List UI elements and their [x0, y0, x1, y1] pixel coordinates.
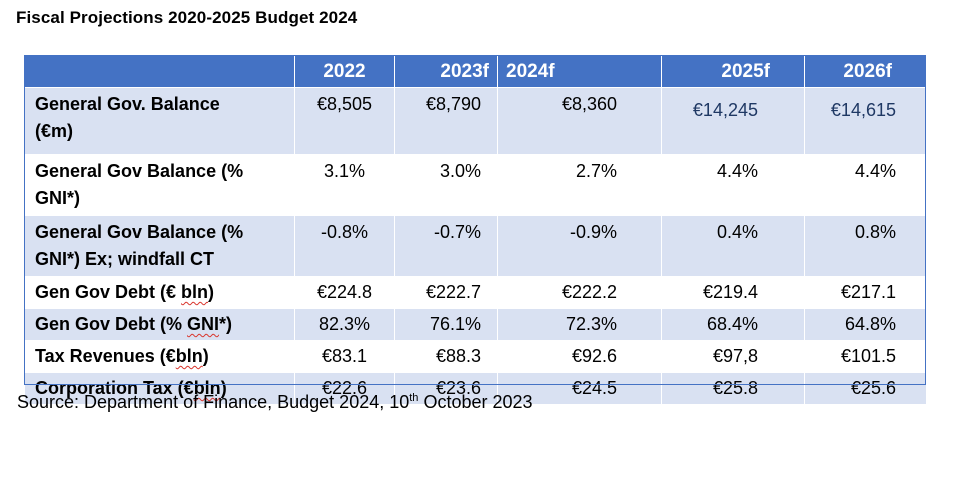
header-cell-2024f: 2024f	[497, 55, 662, 88]
table-row: Tax Revenues (€bln) €83.1 €88.3 €92.6 €9…	[24, 340, 927, 373]
spellcheck-squiggle: bln	[175, 346, 203, 366]
table-row: Gen Gov Debt (€ bln) €224.8 €222.7 €222.…	[24, 276, 927, 309]
table-cell: €24.5	[497, 372, 662, 405]
table-cell: €8,360	[497, 87, 662, 155]
table-cell: 72.3%	[497, 308, 662, 341]
table-row: Gen Gov Debt (% GNI*) 82.3% 76.1% 72.3% …	[24, 308, 927, 341]
table-cell: €8,790	[394, 87, 498, 155]
table-cell: €92.6	[497, 340, 662, 373]
table-cell: €14,615	[804, 87, 927, 155]
header-cell-2025f: 2025f	[661, 55, 805, 88]
table-row: Corporation Tax (€bln) €22.6 €23.6 €24.5…	[24, 372, 927, 405]
table-cell: -0.7%	[394, 215, 498, 277]
spellcheck-squiggle: GNI	[187, 314, 220, 334]
row-label-line: General Gov. Balance	[35, 94, 220, 114]
row-label-text: Gen Gov Debt (%	[35, 314, 188, 334]
table-cell: €97,8	[661, 340, 805, 373]
row-label-line: GNI*)	[35, 188, 80, 208]
table-row: General Gov. Balance (€m) €8,505 €8,790 …	[24, 87, 927, 155]
table-cell: €23.6	[394, 372, 498, 405]
table-cell: €83.1	[294, 340, 395, 373]
header-cell-label	[24, 55, 295, 88]
row-label: General Gov Balance (% GNI*)	[24, 154, 295, 216]
row-label-line: General Gov Balance (%	[35, 222, 244, 242]
table-title: Fiscal Projections 2020-2025 Budget 2024	[16, 8, 358, 27]
row-label: General Gov Balance (% GNI*) Ex; windfal…	[24, 215, 295, 277]
row-label-text: Gen Gov Debt (€	[35, 282, 182, 302]
source-text: Source: Department of Finance, Budget 20…	[17, 392, 410, 412]
row-label-text: )	[208, 282, 215, 302]
row-label: Tax Revenues (€bln)	[24, 340, 295, 373]
table-row: General Gov Balance (% GNI*) Ex; windfal…	[24, 215, 927, 277]
source-superscript: th	[409, 392, 419, 404]
header-cell-2023f: 2023f	[394, 55, 498, 88]
table-cell: 4.4%	[661, 154, 805, 216]
table-cell: €25.8	[661, 372, 805, 405]
table-cell: €101.5	[804, 340, 927, 373]
table-cell: €88.3	[394, 340, 498, 373]
row-label-text: *)	[219, 314, 233, 334]
row-label-text: Tax Revenues (€	[35, 346, 176, 366]
table-cell: 76.1%	[394, 308, 498, 341]
table-cell: -0.8%	[294, 215, 395, 277]
table-cell: 68.4%	[661, 308, 805, 341]
row-label: Gen Gov Debt (% GNI*)	[24, 308, 295, 341]
table-cell: €222.7	[394, 276, 498, 309]
row-label-line: (€m)	[35, 121, 74, 141]
table-cell: €14,245	[661, 87, 805, 155]
table-cell: €25.6	[804, 372, 927, 405]
header-cell-2026f: 2026f	[804, 55, 927, 88]
table-cell: 0.8%	[804, 215, 927, 277]
row-label-text: )	[202, 346, 209, 366]
table-cell: 2.7%	[497, 154, 662, 216]
table-cell: €224.8	[294, 276, 395, 309]
row-label-line: General Gov Balance (%	[35, 161, 244, 181]
spellcheck-squiggle: bln	[193, 378, 221, 398]
table-cell: 64.8%	[804, 308, 927, 341]
table-cell: €222.2	[497, 276, 662, 309]
spellcheck-squiggle: bln	[181, 282, 209, 302]
row-label: Gen Gov Debt (€ bln)	[24, 276, 295, 309]
header-cell-2022: 2022	[294, 55, 395, 88]
row-label: Corporation Tax (€bln)	[24, 372, 295, 405]
table-cell: €8,505	[294, 87, 395, 155]
table-cell: 82.3%	[294, 308, 395, 341]
table-cell: €22.6	[294, 372, 395, 405]
source-note: Source: Department of Finance, Budget 20…	[17, 392, 533, 413]
header-row: 2022 2023f 2024f 2025f 2026f	[24, 55, 927, 88]
table-cell: €219.4	[661, 276, 805, 309]
row-label-line: GNI*) Ex; windfall CT	[35, 249, 215, 269]
table-cell: 0.4%	[661, 215, 805, 277]
row-label-text: Corporation Tax (€	[35, 378, 194, 398]
table-row: General Gov Balance (% GNI*) 3.1% 3.0% 2…	[24, 154, 927, 216]
table-cell: 3.1%	[294, 154, 395, 216]
table-cell: -0.9%	[497, 215, 662, 277]
row-label-text: )	[220, 378, 227, 398]
table-cell: 4.4%	[804, 154, 927, 216]
table-cell: 3.0%	[394, 154, 498, 216]
row-label: General Gov. Balance (€m)	[24, 87, 295, 155]
table-cell: €217.1	[804, 276, 927, 309]
fiscal-projections-table: 2022 2023f 2024f 2025f 2026f General Gov…	[24, 55, 927, 405]
source-text: October 2023	[418, 392, 533, 412]
